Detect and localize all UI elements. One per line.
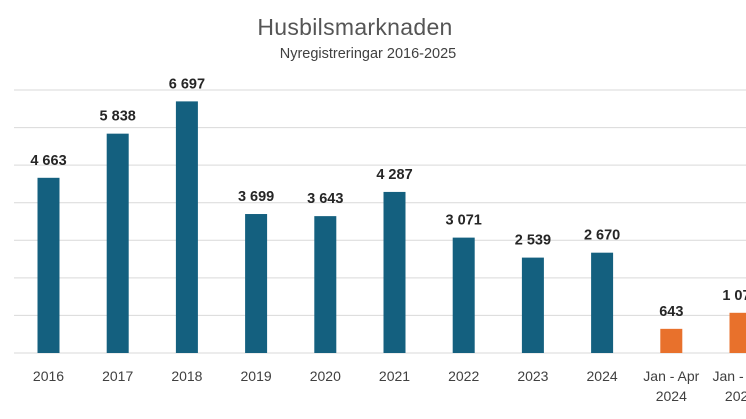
x-tick-label: 2019 bbox=[241, 368, 272, 384]
x-tick-label: 2025 bbox=[725, 388, 746, 404]
bar bbox=[591, 252, 614, 353]
chart-title: Husbilsmarknaden bbox=[257, 14, 453, 40]
x-tick-label: 2016 bbox=[33, 368, 64, 384]
x-tick-label: 2020 bbox=[310, 368, 341, 384]
bar bbox=[383, 191, 406, 353]
x-tick-label: Jan - Apr bbox=[712, 368, 746, 384]
data-label: 1 070 bbox=[722, 288, 746, 304]
data-label: 3 643 bbox=[307, 191, 343, 207]
x-tick-label: 2024 bbox=[656, 388, 687, 404]
x-tick-label: 2022 bbox=[448, 368, 479, 384]
data-label: 6 697 bbox=[169, 76, 205, 92]
data-label: 3 699 bbox=[238, 189, 274, 205]
bar bbox=[521, 257, 544, 353]
x-tick-label: 2023 bbox=[517, 368, 548, 384]
data-label: 643 bbox=[659, 304, 683, 320]
data-label: 2 539 bbox=[515, 233, 551, 249]
x-tick-label: Jan - Apr bbox=[643, 368, 699, 384]
data-label: 3 071 bbox=[446, 213, 482, 229]
data-label: 4 663 bbox=[30, 153, 66, 169]
chart-subtitle: Nyregistreringar 2016-2025 bbox=[279, 46, 457, 62]
x-tick-label: 2021 bbox=[379, 368, 410, 384]
data-label: 5 838 bbox=[100, 109, 136, 125]
bar bbox=[729, 312, 746, 353]
bar bbox=[37, 177, 60, 353]
data-label: 2 670 bbox=[584, 228, 620, 244]
x-tick-label: 2024 bbox=[587, 368, 618, 384]
data-label: 4 287 bbox=[376, 167, 412, 183]
bar bbox=[245, 214, 268, 353]
bar bbox=[452, 237, 475, 353]
bar bbox=[314, 216, 337, 353]
bar bbox=[175, 101, 198, 353]
bar bbox=[660, 328, 683, 353]
x-tick-label: 2018 bbox=[171, 368, 202, 384]
x-tick-label: 2017 bbox=[102, 368, 133, 384]
bar bbox=[106, 133, 129, 353]
